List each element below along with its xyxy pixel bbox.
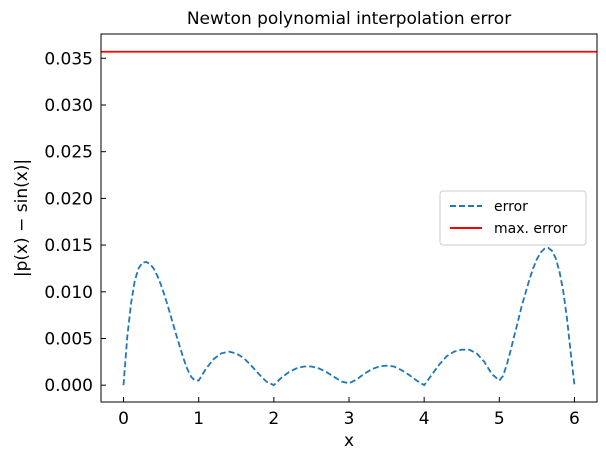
x-tick-label: 3 <box>344 409 355 429</box>
y-tick-label: 0.000 <box>44 376 93 396</box>
legend-label-max-error: max. error <box>494 221 568 237</box>
legend-box <box>439 190 587 246</box>
x-tick-label: 2 <box>268 409 279 429</box>
y-tick-label: 0.030 <box>44 96 93 116</box>
y-tick-label: 0.020 <box>44 189 93 209</box>
legend: error max. error <box>439 190 587 246</box>
y-axis-ticks: 0.000 0.005 0.010 0.015 0.020 0.025 0.030 0.035 <box>44 49 106 396</box>
legend-label-error: error <box>494 199 528 215</box>
y-tick-label: 0.025 <box>44 143 93 163</box>
x-tick-label: 1 <box>193 409 204 429</box>
x-axis-label: x <box>344 431 354 451</box>
x-tick-label: 6 <box>569 409 580 429</box>
x-tick-label: 0 <box>118 409 129 429</box>
x-axis-ticks: 0 1 2 3 4 5 6 <box>118 397 580 429</box>
x-tick-label: 5 <box>494 409 505 429</box>
chart-title: Newton polynomial interpolation error <box>187 9 511 29</box>
x-tick-label: 4 <box>419 409 430 429</box>
y-tick-label: 0.010 <box>44 283 93 303</box>
series-line-error <box>122 246 576 387</box>
y-tick-label: 0.015 <box>44 236 93 256</box>
y-tick-label: 0.005 <box>44 329 93 349</box>
y-tick-label: 0.035 <box>44 49 93 69</box>
y-axis-label: |p(x) − sin(x)| <box>12 159 32 277</box>
